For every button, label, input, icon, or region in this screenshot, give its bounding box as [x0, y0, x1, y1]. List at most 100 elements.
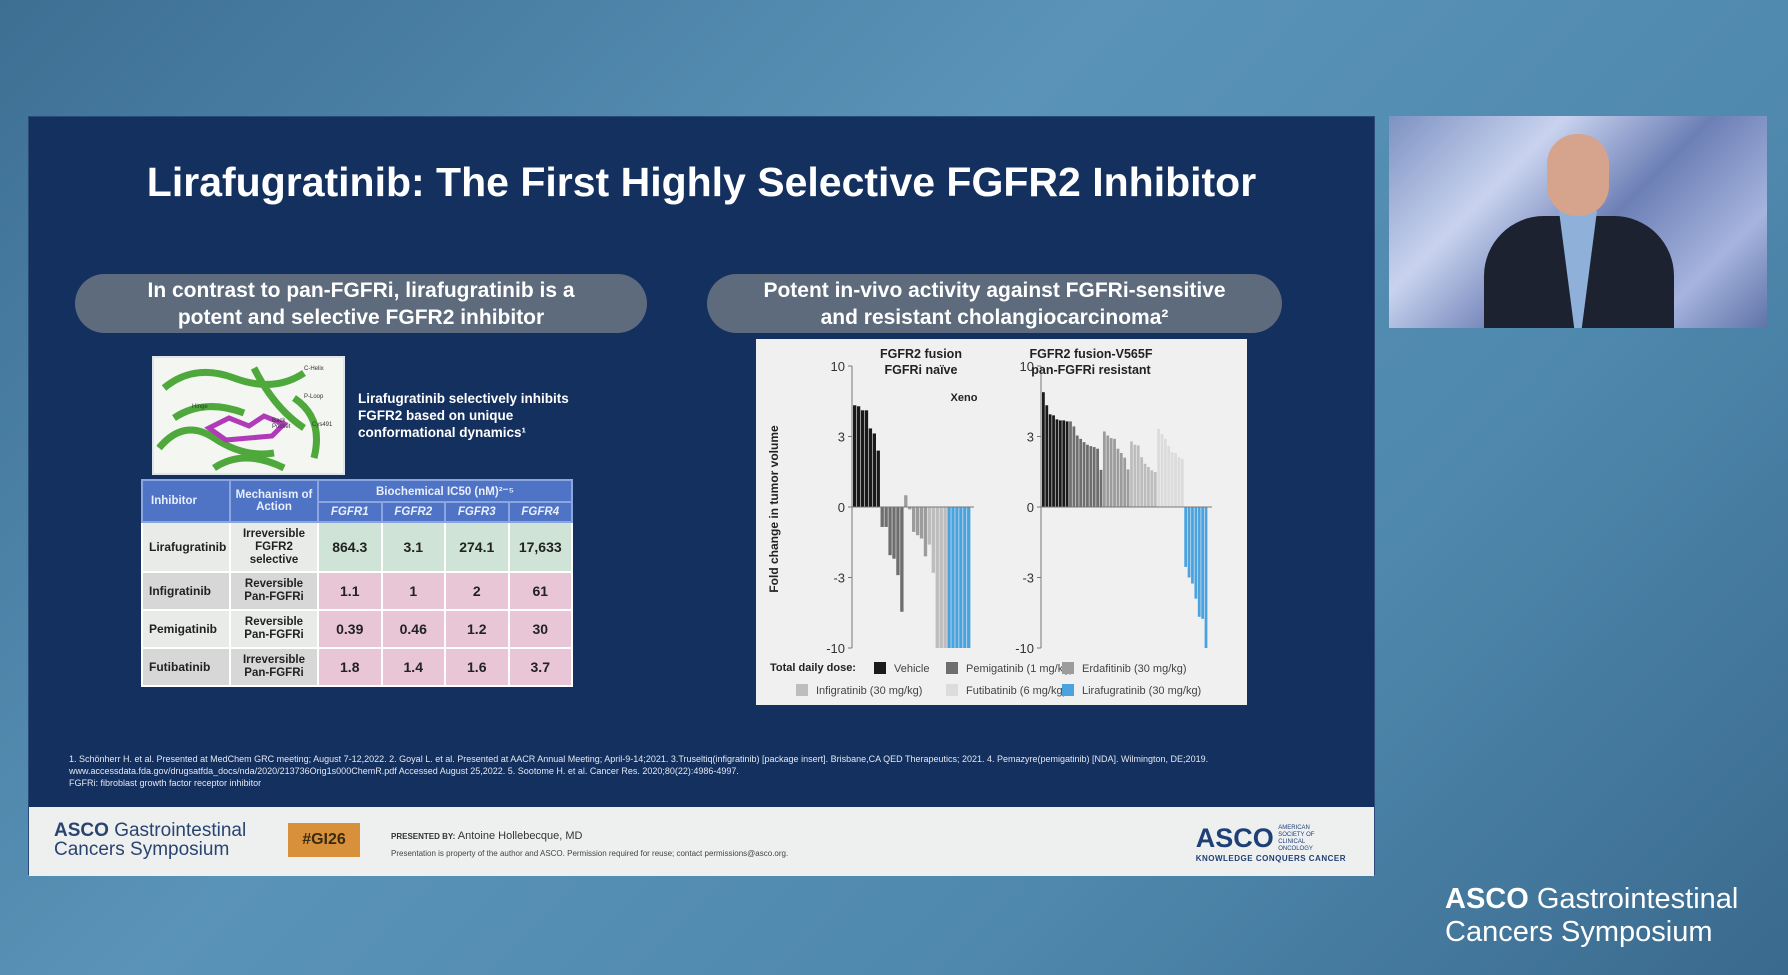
bar — [1089, 446, 1093, 507]
bar — [896, 507, 900, 576]
bar — [1130, 441, 1133, 507]
cell-value: 1.8 — [317, 647, 383, 687]
bar — [927, 507, 932, 545]
bar — [1092, 447, 1096, 507]
bar — [1042, 392, 1045, 507]
bar — [931, 507, 935, 573]
col-header-fgfr4: FGFR4 — [507, 501, 573, 523]
bar — [1160, 433, 1164, 507]
legend-swatch — [946, 662, 958, 674]
legend-label: Infigratinib (30 mg/kg) — [816, 685, 922, 697]
y-tick-label: -3 — [1022, 571, 1034, 586]
caption-line: FGFR2 based on unique — [358, 408, 514, 423]
bar — [1116, 448, 1120, 507]
presented-by-label: PRESENTED BY: — [391, 832, 456, 841]
cell-mechanism: Reversible Pan-FGFRi — [229, 609, 319, 649]
y-tick-label: -10 — [1015, 641, 1034, 656]
slide-title: Lirafugratinib: The First Highly Selecti… — [146, 159, 1257, 205]
bar — [1069, 421, 1072, 507]
bar — [1126, 469, 1130, 507]
bar — [951, 507, 955, 648]
table-row: Infigratinib Reversible Pan-FGFRi 1.1 1 … — [141, 571, 573, 611]
bar — [1184, 507, 1188, 567]
legend-swatch — [796, 684, 808, 696]
header-line: Potent in-vivo activity against FGFRi-se… — [763, 279, 1226, 302]
bar — [923, 507, 928, 557]
cell-value: 0.39 — [317, 609, 383, 649]
legend-swatch — [1062, 684, 1074, 696]
col-header-fgfr3: FGFR3 — [444, 501, 510, 523]
symposium-logo: ASCO Gastrointestinal Cancers Symposium — [54, 821, 246, 859]
legend-label: Lirafugratinib (30 mg/kg) — [1082, 685, 1201, 697]
bar — [900, 507, 904, 612]
logo-line: Gastrointestinal — [1536, 883, 1739, 915]
bar — [853, 405, 857, 507]
bar — [1157, 428, 1160, 507]
molecule-label: C-Helix — [304, 366, 324, 372]
logo-line: Gastrointestinal — [114, 820, 247, 841]
bar — [947, 507, 951, 648]
caption-line: conformational dynamics¹ — [358, 425, 527, 440]
presentation-slide: Lirafugratinib: The First Highly Selecti… — [28, 116, 1375, 876]
bar — [1065, 421, 1069, 507]
bar — [1079, 438, 1083, 507]
bar — [1052, 415, 1055, 507]
legend-label: Erdafitinib (30 mg/kg) — [1082, 663, 1187, 675]
y-tick-label: -3 — [833, 571, 845, 586]
bar — [1106, 435, 1110, 507]
bar — [876, 450, 880, 507]
molecule-label: Back Pocket — [272, 418, 291, 430]
bar — [892, 507, 896, 559]
logo-asco: ASCO — [1445, 883, 1529, 915]
bar — [1048, 414, 1052, 507]
panel-title: FGFRi naïve — [885, 363, 958, 377]
bar — [1150, 470, 1154, 507]
corner-symposium-logo: ASCO Gastrointestinal Cancers Symposium — [1445, 883, 1738, 949]
molecule-label: Cys491 — [312, 422, 333, 428]
speaker-head — [1547, 134, 1609, 216]
bar — [1082, 442, 1086, 507]
bar — [1136, 445, 1140, 507]
bar — [967, 507, 971, 648]
molecule-structure-image: C-Helix P-Loop Hinge Back Pocket Cys491 — [152, 356, 345, 475]
col-header-ic50: Biochemical IC50 (nM)²⁻⁵ — [317, 479, 573, 503]
bar — [939, 507, 943, 648]
bar — [1062, 420, 1066, 507]
col-header-fgfr2: FGFR2 — [380, 501, 446, 523]
bar — [1143, 463, 1147, 507]
panel-title: FGFR2 fusion — [880, 347, 962, 361]
legend-label: Futibatinib (6 mg/kg) — [966, 685, 1066, 697]
cell-value: 3.7 — [507, 647, 573, 687]
waterfall-chart: Fold change in tumor volume 10 3 0 -3 -10 FGFR… — [756, 339, 1247, 705]
panel-title: FGFR2 fusion-V565F — [1030, 347, 1153, 361]
legend-swatch — [946, 684, 958, 696]
bar — [1201, 507, 1205, 619]
y-tick-label: 10 — [1020, 359, 1034, 374]
speaker-video-feed — [1389, 116, 1767, 328]
footnote-line: www.accessdata.fda.gov/drugsatfda_docs/n… — [69, 766, 739, 776]
bar — [1204, 507, 1208, 648]
bar — [1147, 467, 1150, 507]
protein-ribbon-illustration — [156, 366, 320, 472]
bar — [915, 507, 920, 536]
logo-asco: ASCO — [54, 820, 109, 841]
y-tick-label: 3 — [838, 430, 845, 445]
cell-mechanism: Irreversible Pan-FGFRi — [229, 647, 319, 687]
table-row: Lirafugratinib Irreversible FGFR2 select… — [141, 521, 573, 573]
header-line: and resistant cholangiocarcinoma² — [820, 306, 1169, 329]
header-line: potent and selective FGFR2 inhibitor — [177, 306, 545, 329]
cell-value: 2 — [444, 571, 510, 611]
logo-line: Cancers Symposium — [54, 839, 230, 860]
rights-notice: Presentation is property of the author a… — [391, 849, 789, 858]
ic50-table: Inhibitor Mechanism of Action Biochemica… — [141, 479, 573, 687]
molecule-label: Hinge — [192, 404, 208, 410]
slide-footer: ASCO Gastrointestinal Cancers Symposium … — [29, 807, 1374, 876]
bar — [1102, 431, 1106, 507]
footnote-line: FGFRi: fibroblast growth factor receptor… — [69, 778, 262, 788]
bar — [1109, 438, 1113, 507]
col-header-fgfr1: FGFR1 — [317, 501, 383, 523]
y-axis-label: Fold change in tumor volume — [767, 425, 781, 593]
bar — [959, 507, 963, 648]
bar — [1133, 444, 1137, 507]
bar — [904, 495, 908, 507]
